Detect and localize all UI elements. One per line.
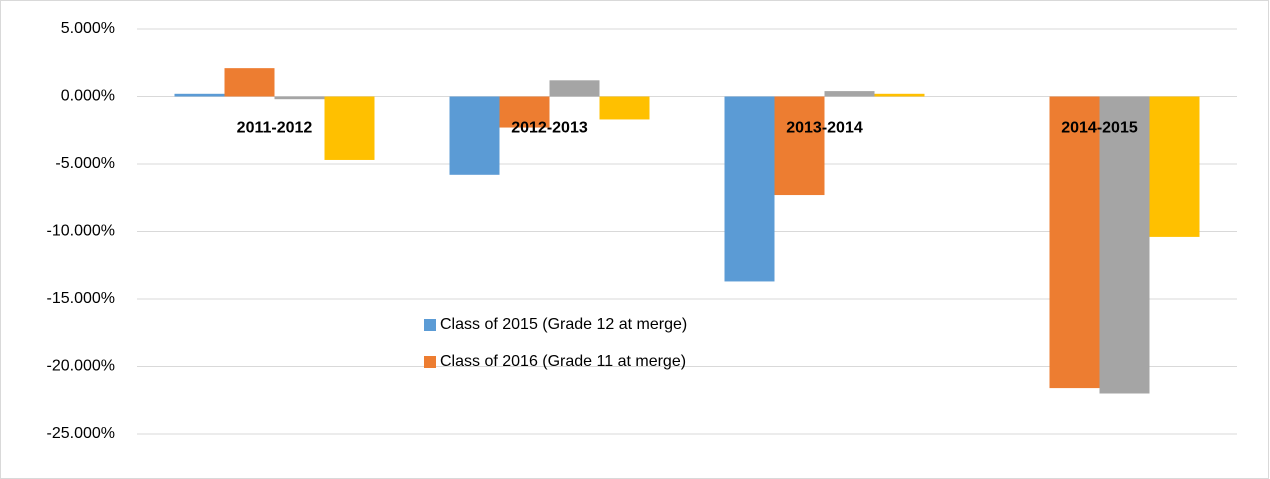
bar: [724, 96, 775, 282]
bar: [824, 91, 875, 97]
y-tick-label: -15.000%: [47, 290, 116, 307]
bar: [599, 96, 650, 120]
bar: [224, 68, 275, 97]
y-tick-label: -20.000%: [47, 358, 116, 375]
bar: [774, 96, 825, 196]
legend-swatch: [424, 356, 436, 368]
x-tick-label: 2011-2012: [237, 120, 313, 137]
bar: [499, 96, 550, 128]
bar: [174, 93, 225, 97]
bar: [324, 96, 375, 160]
bar: [1099, 96, 1150, 394]
x-tick-label: 2012-2013: [511, 120, 588, 137]
x-tick-label: 2013-2014: [786, 120, 863, 137]
legend-swatch: [424, 319, 436, 331]
bar: [874, 93, 925, 97]
bar: [274, 96, 325, 100]
legend-label: Class of 2016 (Grade 11 at merge): [440, 353, 686, 370]
bar: [549, 80, 600, 97]
bar: [1049, 96, 1100, 389]
y-tick-label: -10.000%: [47, 223, 116, 240]
y-tick-label: -5.000%: [55, 155, 115, 172]
legend-label: Class of 2015 (Grade 12 at merge): [440, 316, 687, 333]
bar: [449, 96, 500, 175]
y-tick-label: 0.000%: [61, 88, 115, 105]
y-tick-label: 5.000%: [61, 20, 115, 37]
y-tick-label: -25.000%: [47, 425, 116, 442]
x-tick-label: 2014-2015: [1061, 120, 1138, 137]
bar: [1149, 96, 1200, 237]
